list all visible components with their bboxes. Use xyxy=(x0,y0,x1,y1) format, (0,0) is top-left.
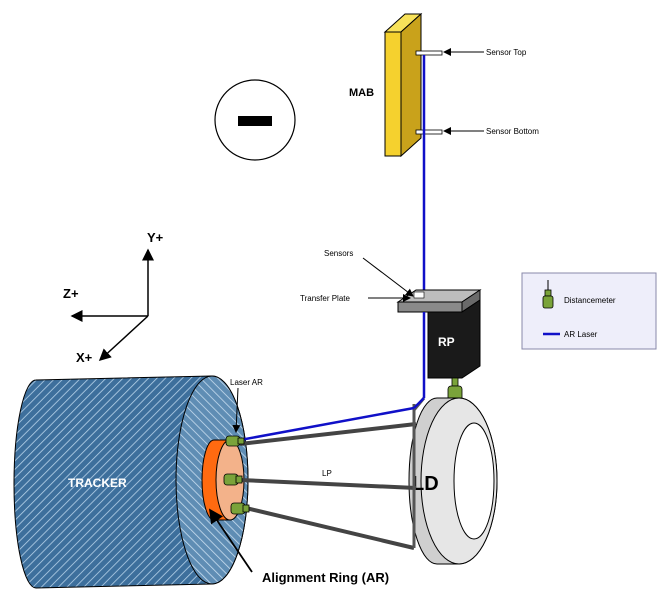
legend-distancemeter-label: Distancemeter xyxy=(564,296,616,305)
legend-ar-laser-label: AR Laser xyxy=(564,330,598,339)
tracker-label: TRACKER xyxy=(68,476,127,490)
sensor-top-label: Sensor Top xyxy=(486,48,527,57)
ar-laser-joint xyxy=(413,397,425,409)
alignment-ring-label: Alignment Ring (AR) xyxy=(262,570,389,585)
axis-x-label: X+ xyxy=(76,350,93,365)
rp-block xyxy=(427,299,481,379)
laser-ar-label: Laser AR xyxy=(230,378,263,387)
ld-label: LD xyxy=(412,473,439,495)
laser-ar-arrow xyxy=(232,387,241,433)
alignment-ring-arrow xyxy=(208,508,253,573)
sensors-label: Sensors xyxy=(324,249,353,258)
axis-z-label: Z+ xyxy=(63,286,79,301)
ar-distancemeter-bottom xyxy=(230,502,250,515)
distancemeter-icon xyxy=(542,280,554,309)
connecting-rods xyxy=(239,397,426,550)
transfer-plate-label: Transfer Plate xyxy=(300,294,350,303)
legend: Distancemeter AR Laser xyxy=(521,272,657,350)
transfer-plate xyxy=(396,289,482,313)
sensors-arrow xyxy=(362,257,414,297)
ar-laser-diagonal xyxy=(239,406,415,442)
lp-label: LP xyxy=(322,469,332,478)
sensor-bottom-label: Sensor Bottom xyxy=(486,127,539,136)
mab-block xyxy=(383,12,423,158)
mab-label: MAB xyxy=(349,87,374,99)
rp-label: RP xyxy=(438,335,455,349)
sensor-top-plate xyxy=(415,50,443,56)
minus-sign-icon xyxy=(214,79,296,161)
ld-cylinder xyxy=(408,397,498,565)
ar-distancemeter-top xyxy=(225,435,245,447)
axis-y-label: Y+ xyxy=(147,230,164,245)
sensor-bottom-plate xyxy=(415,129,443,135)
ar-distancemeter-middle xyxy=(223,473,243,486)
axis-triad xyxy=(70,248,154,362)
